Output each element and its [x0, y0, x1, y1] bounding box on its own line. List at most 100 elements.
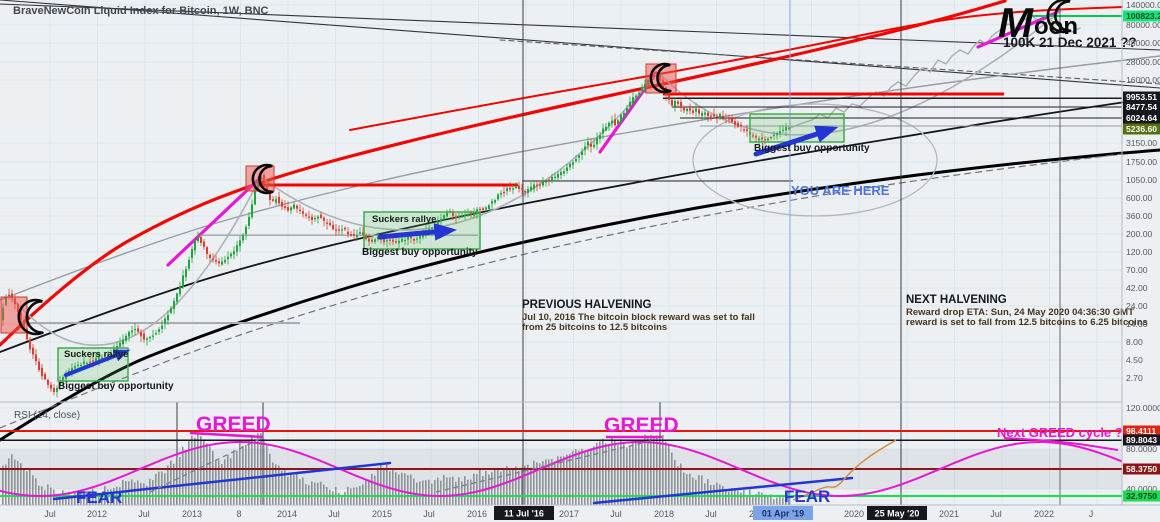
upper-line-1[interactable] — [0, 3, 1160, 51]
rsi-cycle-sine[interactable] — [0, 440, 1123, 498]
price-axis[interactable]: 140000.00100823.2880000.00 48000.00 28000.… — [1123, 0, 1160, 502]
moon-doodle-2011[interactable] — [17, 298, 44, 336]
price-axis-label: 58.3750 — [1126, 464, 1157, 474]
price-tag — [1123, 10, 1160, 22]
black-support-curve[interactable] — [0, 148, 1160, 442]
price-axis-label: 28000.00 — [1126, 57, 1160, 67]
time-axis[interactable]: Jul 2012 Jul 2013 8 2014 Jul 2015 Jul 2016 2017 Jul… — [44, 506, 1093, 520]
suckers-rallye-label-1[interactable]: Suckers rallye — [64, 349, 128, 360]
time-axis-tag — [494, 506, 554, 520]
rsi-overlays[interactable] — [0, 429, 1123, 505]
fear-label-1[interactable]: FEAR — [76, 488, 122, 507]
price-axis-label: 120.00 — [1126, 247, 1153, 257]
buy-arrow-2015-head[interactable] — [433, 223, 457, 241]
price-axis-label: 8477.54 — [1126, 102, 1157, 112]
greed-label-2[interactable]: GREED — [604, 414, 679, 437]
rsi-pane-label[interactable]: RSI (14, close) — [14, 410, 80, 421]
greed-label-1[interactable]: GREED — [196, 413, 271, 436]
price-tag — [1123, 112, 1160, 124]
buy-arrow-2019-head[interactable] — [814, 125, 839, 143]
price-tag — [1123, 123, 1160, 135]
moon-word-m[interactable]: M — [998, 0, 1034, 46]
prev-halvening-title[interactable]: PREVIOUS HALVENING — [522, 299, 652, 311]
time-axis-tag — [753, 506, 813, 520]
rsi-dashed-2[interactable] — [435, 439, 656, 493]
price-tag — [1123, 91, 1160, 103]
prev-halvening-line2[interactable]: from 25 bitcoins to 12.5 bitcoins — [522, 322, 667, 333]
fear-trend-2[interactable] — [592, 476, 854, 505]
cycle-dome-1[interactable] — [9, 177, 261, 346]
biggest-buy-label-1[interactable]: Biggest buy opportunity — [58, 381, 174, 392]
overlay-curves[interactable] — [0, 0, 1160, 442]
fear-trend-1[interactable] — [52, 461, 392, 501]
rsi-dashed-1[interactable] — [149, 437, 263, 493]
time-axis-tag-label: 25 May '20 — [875, 509, 920, 519]
time-axis-label: 2022 — [1034, 509, 1054, 519]
price-axis-label: 40.0000 — [1126, 484, 1157, 494]
buy-arrow-2012-head[interactable] — [113, 349, 131, 362]
price-axis-label: 360.00 — [1126, 211, 1153, 221]
time-axis-label: Jul — [44, 509, 56, 519]
red-resistance-curve[interactable] — [0, 0, 1007, 347]
black-inner-curve[interactable] — [0, 96, 1160, 353]
dashed-lower-curve[interactable] — [0, 153, 1123, 429]
time-axis-label: Jul — [990, 509, 1002, 519]
price-axis-label: 70.00 — [1126, 265, 1148, 275]
suckers-rallye-label-2[interactable]: Suckers rallye — [372, 214, 436, 225]
moon-doodle-2013[interactable] — [251, 163, 274, 195]
time-axis-tag — [867, 506, 927, 520]
buy-arrow-2015[interactable] — [377, 228, 447, 240]
next-greed-curve[interactable] — [1003, 437, 1119, 451]
price-axis-label: 1050.00 — [1126, 175, 1157, 185]
price-axis-label: 600.00 — [1126, 193, 1153, 203]
time-axis-label: 2016 — [467, 509, 487, 519]
time-axis-label: 2021 — [939, 509, 959, 519]
suckers-box-2015[interactable] — [363, 211, 481, 250]
you-are-here-label[interactable]: YOU ARE HERE — [791, 183, 890, 198]
rsi-tan-curve[interactable] — [792, 439, 897, 501]
magenta-run-2021[interactable] — [976, 10, 1060, 49]
price-axis-label: 6024.64 — [1126, 113, 1157, 123]
prev-halvening-line1[interactable]: Jul 10, 2016 The bitcoin block reward wa… — [522, 312, 755, 323]
time-axis-label: 2015 — [372, 509, 392, 519]
time-axis-label: Jul — [610, 509, 622, 519]
next-halvening-title[interactable]: NEXT HALVENING — [906, 294, 1007, 306]
upper-line-2[interactable] — [0, 0, 1160, 89]
next-halvening-line1[interactable]: Reward drop ETA: Sun, 24 May 2020 04:36:… — [906, 307, 1134, 318]
cycle-dome-3[interactable] — [659, 9, 1063, 136]
moon-doodle-target[interactable] — [1046, 0, 1072, 34]
buy-arrow-2019[interactable] — [753, 128, 829, 157]
price-axis-label: 48000.00 — [1126, 38, 1160, 48]
biggest-buy-label-2[interactable]: Biggest buy opportunity — [362, 247, 478, 258]
symbol-title[interactable]: BraveNewCoin Liquid Index for Bitcoin, 1… — [13, 5, 269, 17]
moon-target-label[interactable]: 100K 21 Dec 2021 ?? — [1003, 35, 1137, 50]
gray-mid-curve[interactable] — [0, 55, 1160, 301]
biggest-buy-label-3[interactable]: Biggest buy opportunity — [754, 143, 870, 154]
greed-top-line-1[interactable] — [189, 431, 264, 439]
magenta-run-2013[interactable] — [166, 178, 260, 267]
next-greed-label[interactable]: Next GREED cycle ? — [997, 425, 1123, 440]
upper-line-dashed[interactable] — [499, 39, 1160, 85]
time-axis-tag-label: 11 Jul '16 — [504, 509, 544, 519]
buy-arrow-2012[interactable] — [64, 351, 124, 377]
price-axis-label: 120.0000 — [1126, 403, 1160, 413]
price-axis-label: 89.8043 — [1126, 435, 1157, 445]
price-axis-label: 98.4111 — [1126, 426, 1156, 436]
time-axis-label: 2014 — [277, 509, 297, 519]
projection-squiggle[interactable] — [789, 15, 1081, 129]
next-halvening-line2[interactable]: reward is set to fall from 12.5 bitcoins… — [906, 317, 1148, 328]
fear-label-2[interactable]: FEAR — [784, 487, 830, 506]
buy-arrows[interactable] — [64, 125, 839, 377]
moon-doodle-2017[interactable] — [649, 62, 672, 94]
price-axis-label: 8.00 — [1126, 337, 1143, 347]
price-axis-label: 200.00 — [1126, 229, 1153, 239]
moon-word-oon[interactable]: oon — [1034, 13, 1078, 40]
accumulation-dome[interactable] — [692, 103, 938, 217]
price-axis-label: 2.70 — [1126, 373, 1143, 383]
time-axis-label: 8 — [236, 509, 241, 519]
cycle-dome-2[interactable] — [261, 73, 657, 231]
moon-doodles[interactable] — [17, 0, 1072, 336]
price-tag — [1123, 463, 1160, 475]
